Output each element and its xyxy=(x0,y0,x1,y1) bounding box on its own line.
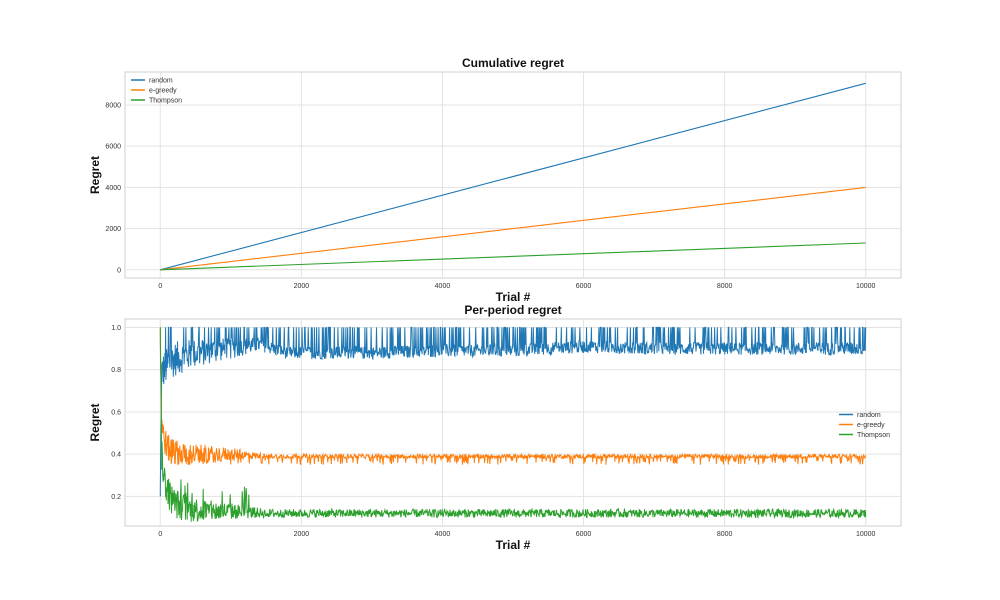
x-tick-label: 0 xyxy=(158,283,162,290)
series-line-thompson xyxy=(160,242,866,271)
tick-labels: 0 2000 4000 6000 8000 10000 0.2 0.4 0.6 0.8 1.0 xyxy=(111,325,875,538)
legend: random e-greedy Thompson xyxy=(839,412,890,439)
legend-label: e-greedy xyxy=(149,88,177,95)
x-tick-label: 8000 xyxy=(717,283,733,290)
y-tick-label: 0.8 xyxy=(111,367,121,374)
legend: random e-greedy Thompson xyxy=(131,78,182,105)
y-tick-label: 0.2 xyxy=(111,494,121,501)
legend-label: e-greedy xyxy=(857,422,885,429)
legend-label: random xyxy=(857,412,881,419)
cumulative-regret-chart: 0 2000 4000 6000 8000 1000002000400060008000 … xyxy=(88,56,902,304)
legend-label: random xyxy=(149,78,173,85)
per-period-regret-chart: 0 2000 4000 6000 8000 10000 0.2 0.4 0.6 0.8 1.0 Pe… xyxy=(88,303,902,552)
x-tick-label: 6000 xyxy=(576,531,592,538)
y-tick-label: 2000 xyxy=(105,226,121,233)
x-tick-label: 10000 xyxy=(856,283,876,290)
series-layer xyxy=(160,82,866,271)
y-axis-label: Regret xyxy=(88,156,102,194)
x-axis-label: Trial # xyxy=(496,538,531,552)
series-layer xyxy=(159,326,867,522)
series-line-thompson xyxy=(159,327,867,522)
x-tick-label: 2000 xyxy=(294,531,310,538)
x-tick-label: 8000 xyxy=(717,531,733,538)
y-axis-label: Regret xyxy=(88,403,102,441)
y-tick-label: 0 xyxy=(117,267,121,274)
x-tick-label: 0 xyxy=(158,531,162,538)
tick-labels: 0 2000 4000 6000 8000 10000 0 2000 4000 6000 8000 xyxy=(105,102,875,290)
series-line-random xyxy=(160,82,866,271)
legend-label: Thompson xyxy=(149,98,182,105)
x-axis-label: Trial # xyxy=(496,290,531,304)
series-line-e-greedy xyxy=(159,327,867,466)
x-tick-label: 2000 xyxy=(294,283,310,290)
y-tick-label: 6000 xyxy=(105,144,121,151)
chart-title: Per-period regret xyxy=(464,303,561,317)
y-tick-label: 8000 xyxy=(105,102,121,109)
y-tick-label: 0.4 xyxy=(111,452,121,459)
x-tick-label: 4000 xyxy=(435,531,451,538)
series-line-e-greedy xyxy=(160,186,866,271)
x-tick-label: 10000 xyxy=(856,531,876,538)
x-tick-label: 6000 xyxy=(576,283,592,290)
y-tick-label: 4000 xyxy=(105,185,121,192)
series-line-random xyxy=(159,326,867,497)
plot-area xyxy=(124,71,902,279)
legend-label: Thompson xyxy=(857,432,890,439)
grid xyxy=(125,72,901,278)
chart-title: Cumulative regret xyxy=(462,56,564,70)
x-tick-label: 4000 xyxy=(435,283,451,290)
y-tick-label: 0.6 xyxy=(111,409,121,416)
plot-area xyxy=(124,318,902,527)
y-tick-label: 1.0 xyxy=(111,325,121,332)
